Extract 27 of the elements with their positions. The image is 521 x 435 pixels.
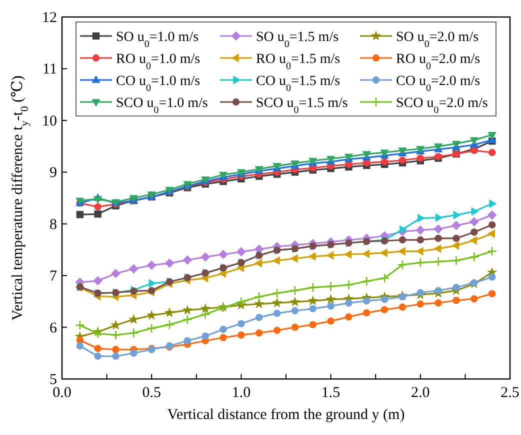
x-tick-label: 2.5 [500,385,520,401]
legend-label: RO u$_{0}$=1.5 m/s [256,52,340,72]
legend-label: SCO u$_{0}$=1.5 m/s [256,96,348,116]
x-axis-title: Vertical distance from the ground y (m) [167,407,405,423]
y-tick-label: 5 [50,372,57,388]
y-tick-label: 8 [50,216,57,233]
legend-label: CO u$_{0}$=1.0 m/s [116,74,200,94]
legend-label: CO u$_{0}$=2.0 m/s [396,74,480,94]
y-tick-label: 12 [42,10,57,26]
legend-label: SCO u$_{0}$=1.0 m/s [116,96,208,116]
x-tick-label: 0.5 [142,385,161,401]
x-tick-label: 1.5 [321,385,340,401]
legend-label: RO u$_{0}$=2.0 m/s [396,52,480,72]
y-tick-label: 11 [42,62,57,78]
legend-label: SO u$_{0}$=2.0 m/s [396,30,479,50]
legend-label: SCO u$_{0}$=2.0 m/s [396,96,488,116]
x-tick-label: 0.0 [52,385,72,401]
y-tick-label: 10 [42,113,57,130]
legend-label: SO u$_{0}$=1.0 m/s [116,30,199,50]
x-tick-label: 1.0 [232,385,251,401]
legend-label: RO u$_{0}$=1.0 m/s [116,52,200,72]
y-tick-label: 6 [50,320,58,336]
legend-label: CO u$_{0}$=1.5 m/s [256,74,340,94]
y-tick-label: 9 [50,165,57,182]
legend-label: SO u$_{0}$=1.5 m/s [256,30,339,50]
y-tick-label: 7 [50,268,58,285]
x-tick-label: 2.0 [411,385,430,401]
